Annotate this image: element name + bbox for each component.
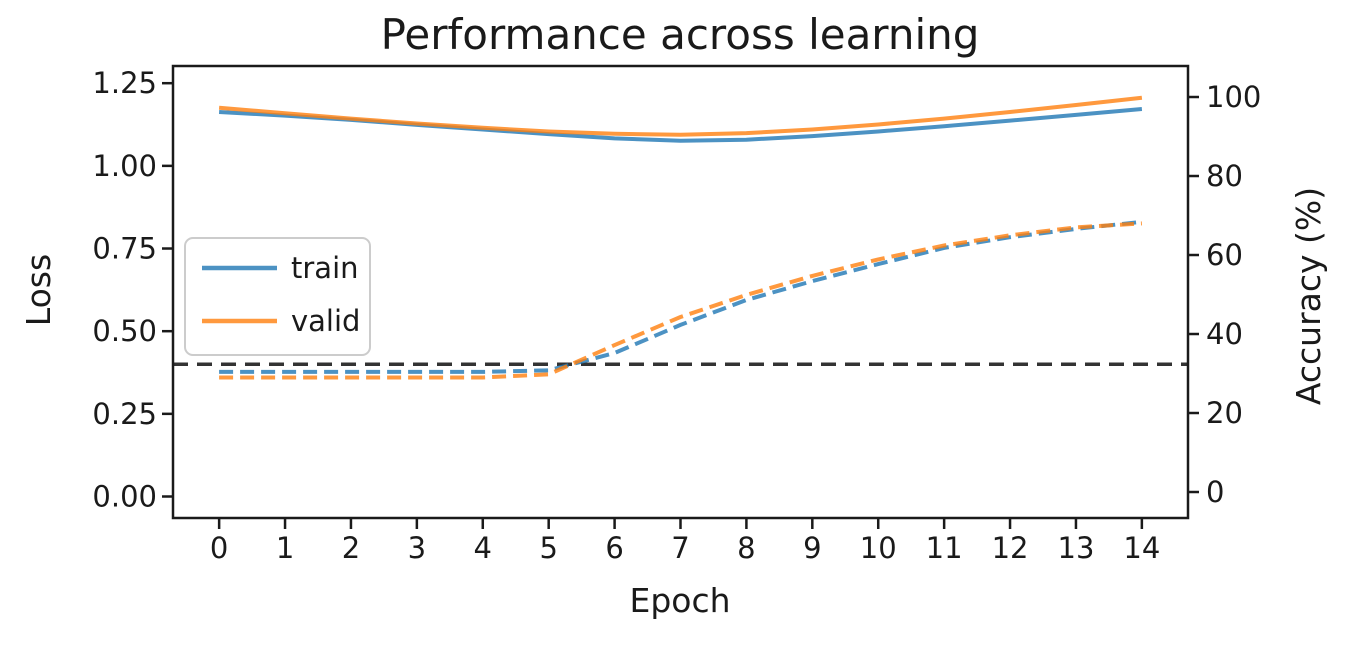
legend-label-valid: valid	[291, 304, 360, 338]
left-axis-tick-label: 0.25	[92, 397, 157, 431]
right-axis-tick-label: 80	[1206, 159, 1243, 193]
x-axis-tick-label: 8	[737, 531, 755, 565]
x-axis-tick-label: 9	[803, 531, 821, 565]
x-axis-tick-label: 4	[474, 531, 492, 565]
x-axis-tick-label: 11	[926, 531, 963, 565]
x-axis-tick-label: 10	[860, 531, 897, 565]
left-axis-tick-label: 0.75	[92, 232, 157, 266]
legend: train valid	[184, 237, 371, 356]
right-axis-tick-label: 100	[1206, 80, 1261, 114]
left-axis-tick-label: 1.25	[92, 66, 157, 100]
right-axis-tick-label: 40	[1206, 317, 1243, 351]
x-axis-tick-label: 12	[992, 531, 1029, 565]
right-axis-tick-label: 20	[1206, 396, 1243, 430]
right-axis-label: Accuracy (%)	[1289, 187, 1328, 405]
x-axis-tick-label: 5	[539, 531, 557, 565]
x-axis-tick-label: 13	[1058, 531, 1095, 565]
series-valid-accuracy-line	[219, 221, 1143, 380]
x-axis-tick-label: 6	[605, 531, 623, 565]
left-axis-label: Loss	[19, 254, 58, 326]
left-axis-tick-label: 1.00	[92, 149, 157, 183]
right-axis-tick-label: 60	[1206, 238, 1243, 272]
right-axis-tick-label: 0	[1206, 475, 1224, 509]
x-axis-tick-label: 0	[210, 531, 228, 565]
x-axis-tick-label: 1	[276, 531, 294, 565]
series-valid-loss-line	[218, 95, 1143, 137]
chart-title: Performance across learning	[381, 10, 980, 59]
x-axis-tick-label: 14	[1123, 531, 1160, 565]
x-axis-tick-label: 3	[408, 531, 426, 565]
x-axis-label: Epoch	[629, 581, 730, 620]
x-axis-tick-label: 2	[342, 531, 360, 565]
left-axis-tick-label: 0.50	[92, 314, 157, 348]
left-axis-tick-label: 0.00	[92, 480, 157, 514]
series-train-accuracy-line	[219, 219, 1143, 374]
legend-label-train: train	[291, 251, 359, 285]
x-axis-tick-label: 7	[671, 531, 689, 565]
